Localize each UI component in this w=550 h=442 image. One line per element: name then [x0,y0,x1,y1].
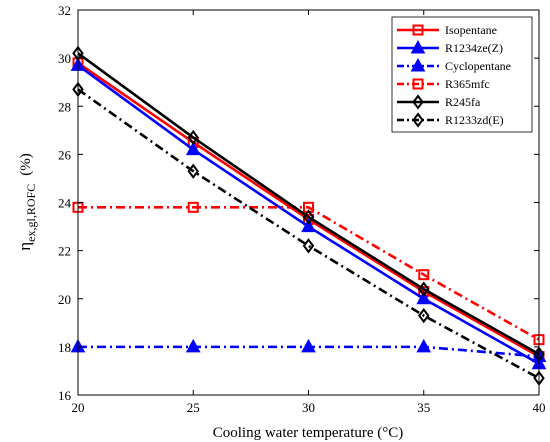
data-point [185,338,201,353]
data-point [185,141,201,156]
y-axis-label-main: η [15,242,34,251]
data-point [187,129,199,146]
data-point [302,238,315,254]
y-tick-label: 26 [58,147,72,162]
legend-item: Cyclopentane [397,57,511,73]
data-point [187,163,199,179]
y-tick-label: 18 [58,340,71,355]
x-tick-label: 20 [72,400,85,415]
legend-marker [410,57,426,72]
x-tick-label: 35 [417,400,430,415]
legend-label: Isopentane [445,23,497,37]
legend-marker [412,24,424,36]
legend-marker [410,39,426,54]
series-line [77,88,540,380]
legend-label: R1234ze(Z) [445,41,503,55]
series-5 [72,45,545,362]
series-line [77,52,540,356]
data-point [301,338,316,353]
series-2 [70,57,547,370]
legend-label: R365mfc [445,77,490,91]
data-point [416,338,432,353]
y-tick-label: 16 [58,388,72,403]
ticks-layer: 20 25 30 35 40 16 18 20 22 24 26 28 30 32 [58,3,546,415]
data-point [418,269,430,281]
y-tick-label: 20 [58,292,71,307]
y-tick-label: 30 [58,51,71,66]
legend-label: R245fa [445,95,481,109]
y-axis-label: ηex,gl,ROFC (%) [15,153,38,250]
x-tick-label: 25 [187,400,200,415]
data-point [418,281,430,297]
data-point [301,218,316,233]
svg-text:ηex,gl,ROFC(%): ηex,gl,ROFC (%) [15,153,38,250]
y-tick-label: 22 [58,244,71,259]
legend-marker [412,112,424,128]
legend-marker [412,78,424,90]
legend-item: Isopentane [397,23,497,37]
x-axis-label: Cooling water temperature (°C) [213,425,404,441]
x-tick-label: 40 [533,400,546,415]
legend-label: Cyclopentane [445,59,511,73]
legend-box [391,16,533,133]
legend-item: R365mfc [397,77,490,91]
data-point [302,209,315,225]
data-point [418,307,430,324]
series-line [78,206,540,341]
legend: Isopentane R1234ze(Z) Cyclopentane R365mfc R… [391,16,533,133]
legend-item: R245fa [397,94,481,110]
legend-item: R1234ze(Z) [397,39,503,55]
y-axis-label-unit: (%) [18,153,34,176]
data-point [416,290,432,305]
y-tick-label: 24 [58,196,72,211]
legend-item: R1233zd(E) [397,112,504,128]
series-layer [70,45,547,386]
legend-label: R1233zd(E) [445,113,504,127]
y-tick-label: 32 [58,3,71,18]
legend-marker [412,94,424,110]
y-tick-label: 28 [58,99,71,114]
data-point [187,201,199,213]
x-tick-label: 30 [302,400,315,415]
y-axis-label-sub: ex,gl,ROFC [24,184,38,242]
